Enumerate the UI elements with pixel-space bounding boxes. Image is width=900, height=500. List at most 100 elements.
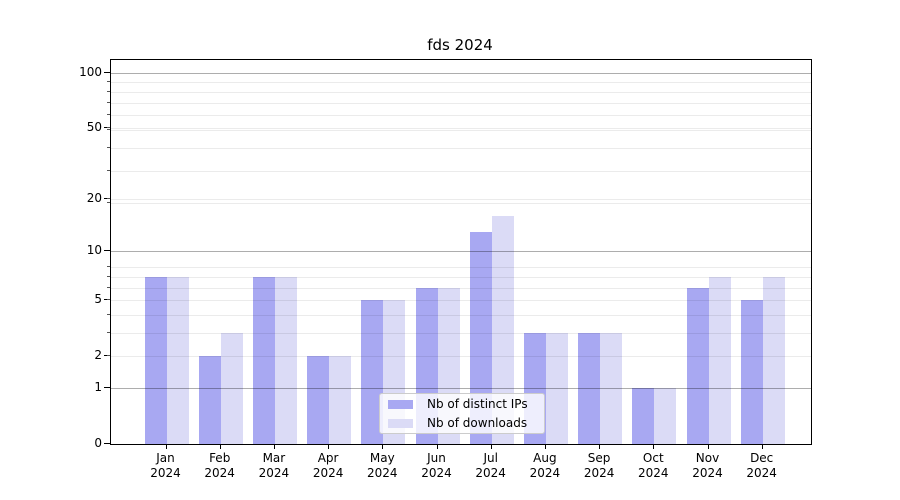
- y-tick-label: 50: [86, 120, 102, 135]
- y-tick-label: 100: [79, 65, 102, 80]
- gridline-minor: [111, 300, 811, 302]
- gridline-minor: [111, 287, 811, 289]
- legend-swatch-downloads: [388, 418, 413, 428]
- bar-distinct-ips: [632, 388, 655, 444]
- y-minor-tick-mark: [107, 202, 110, 204]
- gridline-minor: [111, 276, 811, 278]
- gridline-minor: [111, 199, 811, 201]
- bar-distinct-ips: [252, 276, 275, 444]
- bar-downloads: [220, 332, 243, 444]
- x-tick-mark: [599, 444, 601, 449]
- x-tick-label: Dec 2024: [746, 451, 777, 480]
- bar-distinct-ips: [578, 332, 601, 444]
- x-tick-label: Nov 2024: [692, 451, 723, 480]
- legend: Nb of distinct IPs Nb of downloads: [379, 393, 545, 434]
- x-tick-mark: [219, 444, 221, 449]
- y-minor-tick-mark: [107, 169, 110, 171]
- plot-area: Nb of distinct IPs Nb of downloads: [110, 59, 812, 445]
- y-minor-tick-mark: [107, 266, 110, 268]
- y-minor-tick-mark: [107, 275, 110, 277]
- bar-downloads: [329, 355, 352, 444]
- y-minor-tick-mark: [107, 101, 110, 103]
- gridline-minor: [111, 314, 811, 316]
- chart-title: fds 2024: [427, 36, 493, 54]
- x-tick-label: Feb 2024: [204, 451, 235, 480]
- y-minor-tick-mark: [107, 146, 110, 148]
- bar-downloads: [762, 276, 785, 444]
- y-minor-tick-mark: [107, 331, 110, 333]
- y-tick-label: 0: [94, 436, 102, 450]
- x-tick-mark: [273, 444, 275, 449]
- gridline-major: [111, 251, 811, 253]
- x-tick-label: May 2024: [367, 451, 398, 480]
- y-minor-tick-mark: [107, 198, 110, 200]
- y-tick-label: 20: [86, 191, 102, 206]
- x-tick-mark: [544, 444, 546, 449]
- gridline-minor: [111, 128, 811, 130]
- bar-downloads: [274, 276, 297, 444]
- gridline-major: [111, 388, 811, 390]
- gridline-minor: [111, 102, 811, 104]
- bar-downloads: [600, 332, 623, 444]
- x-tick-mark: [761, 444, 763, 449]
- y-tick-label: 10: [86, 243, 102, 258]
- x-tick-mark: [490, 444, 492, 449]
- gridline-minor: [111, 82, 811, 84]
- x-tick-mark: [653, 444, 655, 449]
- x-tick-label: Apr 2024: [312, 451, 344, 480]
- gridline-minor: [111, 129, 811, 131]
- x-tick-mark: [707, 444, 709, 449]
- x-tick-label: Oct 2024: [638, 451, 669, 480]
- y-minor-tick-mark: [107, 313, 110, 315]
- gridline-major: [111, 73, 811, 75]
- bar-downloads: [491, 216, 514, 444]
- x-tick-mark: [328, 444, 330, 449]
- bar-distinct-ips: [198, 355, 221, 444]
- x-tick-label: Aug 2024: [529, 451, 561, 480]
- legend-label-downloads: Nb of downloads: [427, 416, 528, 430]
- gridline-minor: [111, 147, 811, 149]
- y-tick-label: 2: [94, 347, 102, 362]
- x-tick-label: Jun 2024: [421, 451, 452, 480]
- legend-swatch-distinct-ips: [388, 399, 413, 409]
- y-tick-mark: [104, 250, 110, 252]
- bar-distinct-ips: [740, 300, 763, 444]
- x-tick-mark: [382, 444, 384, 449]
- y-minor-tick-mark: [107, 286, 110, 288]
- legend-item-distinct-ips: Nb of distinct IPs: [388, 397, 536, 411]
- x-tick-label: Jul 2024: [475, 451, 506, 480]
- gridline-minor: [111, 203, 811, 205]
- gridline-minor: [111, 267, 811, 269]
- gridline-minor: [111, 332, 811, 334]
- y-tick-mark: [104, 387, 110, 389]
- y-tick-mark: [104, 443, 110, 444]
- bar-distinct-ips: [686, 287, 709, 444]
- legend-item-downloads: Nb of downloads: [388, 416, 536, 430]
- gridline-minor: [111, 91, 811, 93]
- bar-distinct-ips: [469, 231, 492, 444]
- y-minor-tick-mark: [107, 299, 110, 301]
- legend-label-distinct-ips: Nb of distinct IPs: [427, 397, 528, 411]
- y-minor-tick-mark: [107, 128, 110, 130]
- x-tick-mark: [436, 444, 438, 449]
- y-minor-tick-mark: [107, 127, 110, 129]
- bar-distinct-ips: [144, 276, 167, 444]
- bar-downloads: [166, 276, 189, 444]
- y-tick-mark: [104, 72, 110, 74]
- bar-distinct-ips: [361, 300, 384, 444]
- y-minor-tick-mark: [107, 354, 110, 356]
- x-tick-label: Mar 2024: [258, 451, 290, 480]
- y-tick-label: 5: [94, 292, 102, 307]
- y-minor-tick-mark: [107, 90, 110, 92]
- gridline-minor: [111, 115, 811, 117]
- bar-downloads: [654, 388, 677, 444]
- y-minor-tick-mark: [107, 114, 110, 116]
- y-minor-tick-mark: [107, 81, 110, 83]
- y-tick-label: 1: [94, 380, 102, 395]
- x-tick-label: Sep 2024: [583, 451, 615, 480]
- gridline-minor: [111, 170, 811, 172]
- x-tick-label: Jan 2024: [150, 451, 181, 480]
- bar-distinct-ips: [307, 355, 330, 444]
- bar-downloads: [708, 276, 731, 444]
